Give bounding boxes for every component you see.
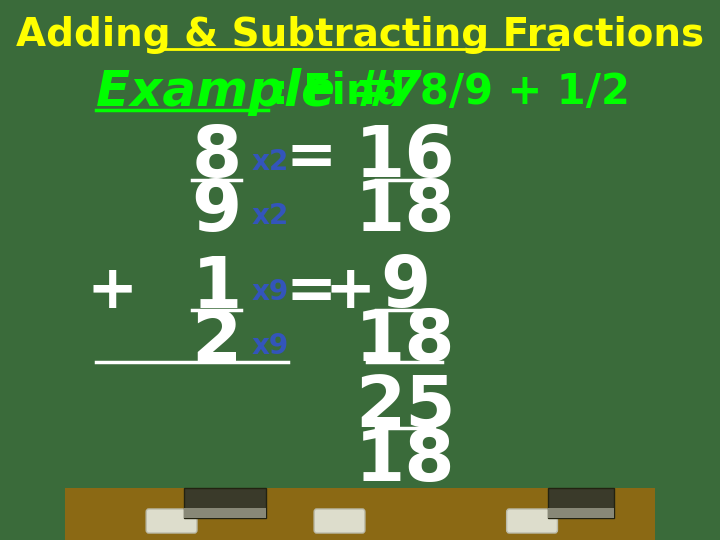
Text: Adding & Subtracting Fractions: Adding & Subtracting Fractions [16,16,704,54]
FancyBboxPatch shape [549,508,614,518]
FancyBboxPatch shape [146,509,197,533]
FancyBboxPatch shape [65,488,655,540]
Text: 18: 18 [355,178,455,246]
Text: x9: x9 [252,278,289,306]
Text: 18: 18 [355,307,455,376]
FancyBboxPatch shape [184,508,266,518]
FancyBboxPatch shape [184,488,266,518]
Text: 1: 1 [192,253,242,322]
FancyBboxPatch shape [314,509,365,533]
Text: 8: 8 [192,124,242,192]
FancyBboxPatch shape [507,509,557,533]
Text: x2: x2 [252,202,289,230]
Text: : Find 8/9 + 1/2: : Find 8/9 + 1/2 [271,71,629,113]
Text: x9: x9 [252,332,289,360]
Text: 16: 16 [355,124,455,192]
FancyBboxPatch shape [549,488,614,518]
Text: 18: 18 [355,428,455,496]
Text: 25: 25 [355,374,455,442]
Text: =: = [285,262,336,321]
Text: x2: x2 [252,148,289,176]
Text: +: + [325,262,376,321]
Text: =: = [285,129,336,187]
Text: Example #7: Example #7 [96,68,422,116]
Text: +: + [87,262,138,321]
Text: 9: 9 [192,178,242,246]
Text: 9: 9 [380,253,430,322]
Text: 2: 2 [192,307,242,376]
